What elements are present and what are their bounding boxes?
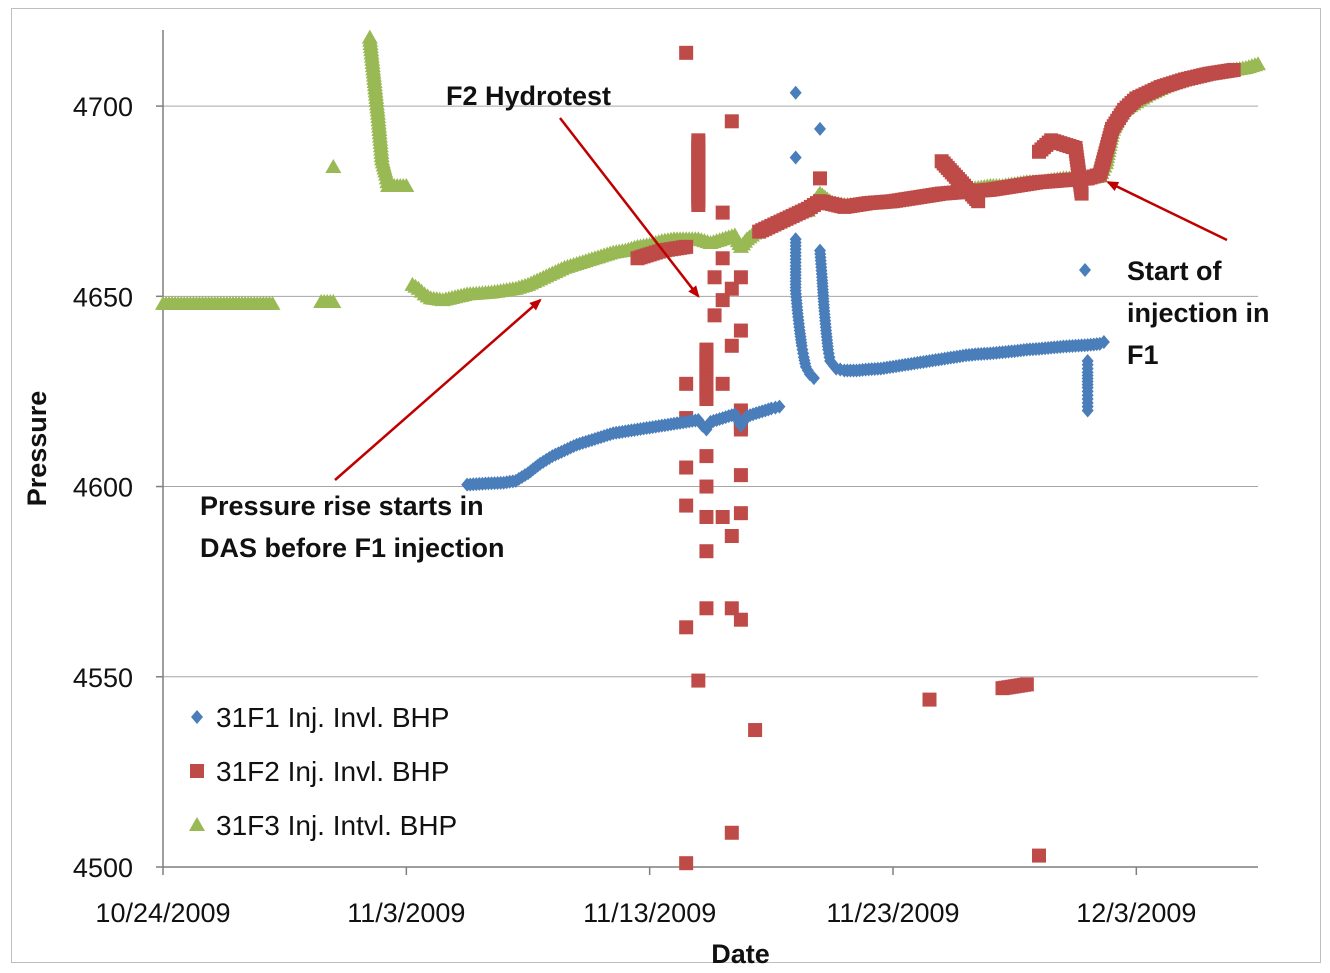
legend-diamond-icon: [191, 710, 203, 724]
legend-label: 31F3 Inj. Intvl. BHP: [216, 810, 457, 841]
diamond-point: [789, 85, 802, 100]
annotation-f2-hydrotest: F2 Hydrotest: [446, 81, 700, 298]
y-axis-label: Pressure: [22, 391, 52, 507]
square-point: [1032, 848, 1046, 863]
legend-item: 31F2 Inj. Invl. BHP: [190, 756, 449, 787]
square-point: [813, 171, 827, 186]
series-layer: [155, 29, 1266, 871]
triangle-point: [398, 177, 415, 192]
square-point: [715, 509, 730, 524]
square-point: [724, 825, 739, 840]
x-axis-label: Date: [711, 939, 770, 969]
square-point: [707, 270, 722, 285]
square-point: [1074, 186, 1089, 201]
square-point: [922, 692, 937, 707]
triangle-point: [325, 294, 342, 309]
annotation-text: injection in: [1127, 298, 1270, 328]
square-point: [733, 323, 748, 338]
annotation-text: DAS before F1 injection: [200, 533, 505, 563]
square-point: [699, 544, 714, 559]
legend-triangle-icon: [189, 817, 205, 831]
square-point: [691, 673, 706, 688]
annotation-arrow: [334, 298, 542, 481]
square-point: [724, 529, 739, 544]
annotation-arrow: [559, 117, 700, 298]
square-point: [733, 506, 748, 521]
legend-item: 31F3 Inj. Intvl. BHP: [189, 810, 457, 841]
square-point: [715, 251, 730, 266]
annotation-text: Pressure rise starts in: [200, 491, 484, 521]
triangle-point: [1250, 56, 1266, 71]
diamond-point: [789, 150, 802, 165]
diamond-point: [1081, 403, 1094, 418]
square-point: [715, 376, 730, 391]
x-axis-ticks: 10/24/2009 11/3/2009 11/13/2009 11/23/2009 1…: [95, 867, 1196, 928]
diamond-point: [773, 399, 786, 414]
y-axis-ticks: 4500 4550 4600 4650 4700: [73, 92, 163, 883]
series-2: [630, 45, 1241, 871]
annotation-text: Start of: [1127, 256, 1223, 286]
x-tick-label: 10/24/2009: [95, 898, 230, 928]
annotation-start-injection: Start of injection in F1: [1106, 181, 1270, 370]
annotation-pressure-rise: Pressure rise starts in DAS before F1 inj…: [200, 298, 542, 563]
x-tick-label: 11/13/2009: [583, 898, 716, 928]
annotation-layer: F2 Hydrotest Pressure rise starts in DAS b…: [200, 81, 1270, 563]
square-point: [679, 460, 694, 475]
y-tick-label: 4550: [73, 663, 133, 693]
y-tick-label: 4700: [73, 92, 133, 122]
diamond-point: [814, 121, 826, 136]
square-point: [724, 281, 739, 296]
annotation-text: F2 Hydrotest: [446, 81, 611, 111]
square-point: [679, 498, 694, 513]
square-point: [715, 205, 730, 220]
square-point: [733, 468, 748, 483]
square-point: [748, 723, 763, 738]
y-tick-label: 4600: [73, 473, 133, 503]
square-point: [679, 376, 694, 391]
square-point: [679, 45, 694, 60]
square-point: [1019, 677, 1034, 692]
annotation-text: F1: [1127, 340, 1159, 370]
square-point: [724, 601, 739, 616]
annotation-marker-icon: [1079, 263, 1091, 277]
triangle-point: [325, 158, 342, 173]
square-point: [715, 293, 730, 308]
square-point: [733, 612, 748, 627]
x-tick-label: 11/23/2009: [826, 898, 959, 928]
square-point: [691, 198, 706, 213]
square-point: [707, 308, 722, 323]
square-point: [699, 509, 714, 524]
x-tick-label: 12/3/2009: [1076, 898, 1196, 928]
square-point: [699, 601, 714, 616]
square-point: [699, 392, 714, 407]
square-point: [679, 856, 694, 871]
x-tick-label: 11/3/2009: [347, 898, 465, 928]
square-point: [724, 338, 739, 353]
legend-item: 31F1 Inj. Invl. BHP: [191, 702, 449, 733]
y-tick-label: 4500: [73, 853, 133, 883]
legend-square-icon: [190, 764, 204, 778]
legend: 31F1 Inj. Invl. BHP 31F2 Inj. Invl. BHP 31…: [189, 702, 457, 841]
diamond-point: [807, 371, 820, 386]
square-point: [679, 239, 694, 254]
axes: [162, 30, 1258, 868]
chart-frame: [11, 8, 1321, 963]
gridlines: [163, 105, 1258, 678]
square-point: [679, 620, 694, 635]
y-tick-label: 4650: [73, 282, 133, 312]
square-point: [724, 114, 739, 129]
series-1: [461, 85, 1110, 492]
legend-label: 31F1 Inj. Invl. BHP: [216, 702, 449, 733]
square-point: [699, 449, 714, 464]
square-point: [733, 270, 748, 285]
triangle-point: [264, 295, 281, 310]
legend-label: 31F2 Inj. Invl. BHP: [216, 756, 449, 787]
annotation-arrow: [1106, 181, 1228, 242]
square-point: [971, 194, 986, 209]
diamond-point: [1097, 334, 1110, 349]
square-point: [1226, 62, 1241, 77]
square-point: [699, 479, 714, 494]
